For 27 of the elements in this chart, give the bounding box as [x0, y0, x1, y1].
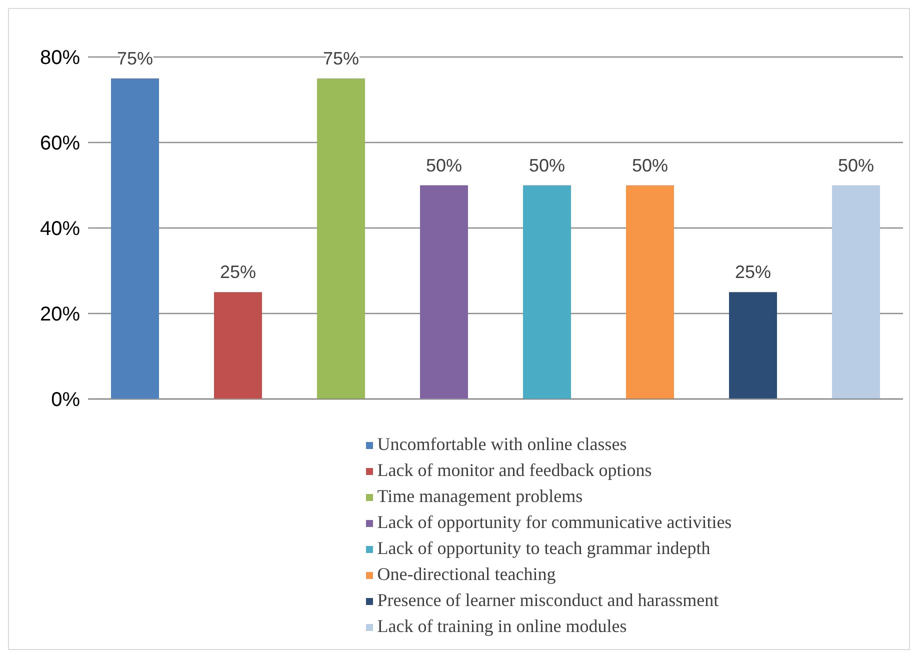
legend-label: Presence of learner misconduct and harassment	[377, 590, 719, 610]
data-label: 50%	[632, 155, 668, 176]
bar	[111, 78, 159, 399]
y-tick-label: 0%	[51, 389, 80, 412]
bar	[214, 292, 262, 399]
data-label: 25%	[220, 262, 256, 282]
legend-label: Lack of monitor and feedback options	[377, 460, 652, 480]
legend-label: Uncomfortable with online classes	[377, 434, 627, 454]
data-label: 50%	[838, 155, 874, 176]
data-label: 25%	[734, 262, 772, 282]
y-tick-label: 40%	[40, 218, 80, 240]
bar	[317, 78, 365, 399]
bar	[420, 185, 468, 399]
bar	[729, 292, 777, 399]
data-label: 50%	[426, 155, 462, 176]
data-label: 50%	[528, 155, 566, 176]
y-tick-label: 60%	[40, 132, 80, 155]
legend-label: One-directional teaching	[377, 564, 556, 584]
bar	[832, 185, 880, 399]
legend-label: Lack of opportunity to teach grammar indepth	[377, 538, 710, 558]
bar	[523, 185, 571, 399]
bar	[626, 185, 674, 399]
legend-label: Time management problems	[377, 486, 583, 506]
y-tick-label: 20%	[40, 304, 80, 326]
legend-label: Lack of opportunity for communicative activities	[377, 512, 732, 532]
y-tick-label: 80%	[40, 47, 80, 70]
legend-label: Lack of training in online modules	[377, 616, 627, 636]
